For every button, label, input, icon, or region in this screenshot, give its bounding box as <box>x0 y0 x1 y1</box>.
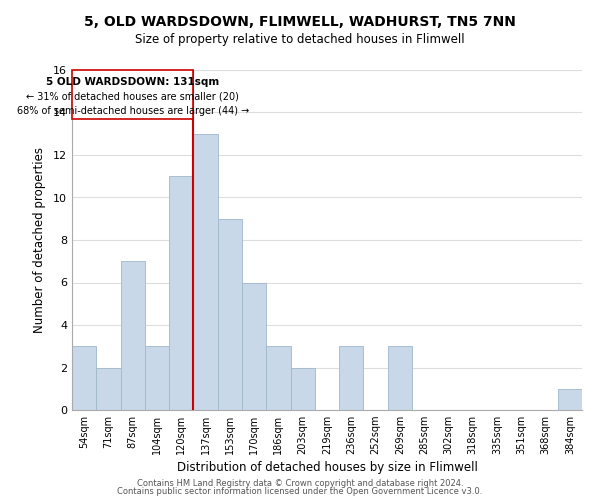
FancyBboxPatch shape <box>72 70 193 119</box>
Bar <box>96 368 121 410</box>
Text: 5, OLD WARDSDOWN, FLIMWELL, WADHURST, TN5 7NN: 5, OLD WARDSDOWN, FLIMWELL, WADHURST, TN… <box>84 15 516 29</box>
Bar <box>169 176 193 410</box>
Text: Contains HM Land Registry data © Crown copyright and database right 2024.: Contains HM Land Registry data © Crown c… <box>137 478 463 488</box>
Y-axis label: Number of detached properties: Number of detached properties <box>33 147 46 333</box>
Text: 68% of semi-detached houses are larger (44) →: 68% of semi-detached houses are larger (… <box>17 106 249 117</box>
Bar <box>121 261 145 410</box>
X-axis label: Distribution of detached houses by size in Flimwell: Distribution of detached houses by size … <box>176 462 478 474</box>
Text: 5 OLD WARDSDOWN: 131sqm: 5 OLD WARDSDOWN: 131sqm <box>46 76 220 86</box>
Text: Contains public sector information licensed under the Open Government Licence v3: Contains public sector information licen… <box>118 487 482 496</box>
Bar <box>388 346 412 410</box>
Bar <box>145 346 169 410</box>
Bar <box>558 389 582 410</box>
Bar <box>193 134 218 410</box>
Bar <box>266 346 290 410</box>
Bar <box>290 368 315 410</box>
Bar <box>72 346 96 410</box>
Bar <box>339 346 364 410</box>
Text: Size of property relative to detached houses in Flimwell: Size of property relative to detached ho… <box>135 32 465 46</box>
Bar <box>242 282 266 410</box>
Bar <box>218 219 242 410</box>
Text: ← 31% of detached houses are smaller (20): ← 31% of detached houses are smaller (20… <box>26 92 239 102</box>
